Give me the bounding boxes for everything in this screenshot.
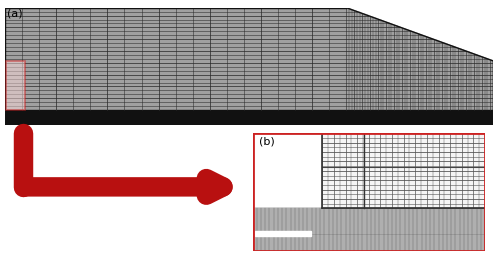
Bar bbox=[252, 208, 485, 251]
Polygon shape bbox=[5, 8, 492, 110]
Bar bbox=[322, 133, 485, 208]
Text: (a): (a) bbox=[8, 9, 23, 19]
Bar bbox=[255, 231, 310, 236]
Text: (b): (b) bbox=[260, 137, 275, 147]
Bar bbox=[6, 61, 25, 110]
Bar bbox=[5, 110, 492, 125]
